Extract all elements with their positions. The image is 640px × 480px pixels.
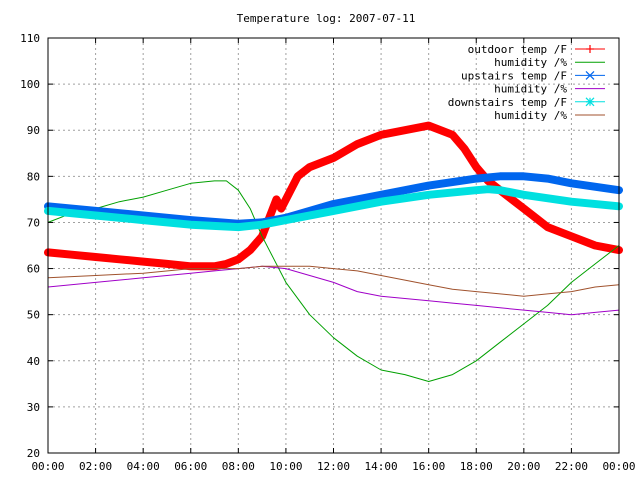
legend-label: humidity /% xyxy=(494,56,567,69)
chart-title: Temperature log: 2007-07-11 xyxy=(237,12,416,25)
legend-label: outdoor temp /F xyxy=(468,43,567,56)
legend-marker xyxy=(585,97,595,107)
grid xyxy=(48,38,619,453)
y-tick-label: 100 xyxy=(20,78,40,91)
y-tick-label: 90 xyxy=(27,124,40,137)
series-line-0 xyxy=(44,121,623,271)
y-tick-label: 20 xyxy=(27,447,40,460)
x-tick-label: 08:00 xyxy=(222,460,255,473)
legend-label: humidity /% xyxy=(494,83,567,96)
x-tick-label: 12:00 xyxy=(317,460,350,473)
y-tick-label: 40 xyxy=(27,355,40,368)
legend-marker xyxy=(585,70,595,80)
legend-label: upstairs temp /F xyxy=(461,69,567,82)
series-line-1 xyxy=(47,180,620,382)
series-line-5 xyxy=(47,265,620,297)
y-tick-label: 80 xyxy=(27,170,40,183)
x-tick-label: 00:00 xyxy=(602,460,635,473)
y-tick-label: 110 xyxy=(20,32,40,45)
series-lines xyxy=(44,121,623,382)
y-tick-label: 70 xyxy=(27,216,40,229)
series-line-4 xyxy=(44,185,623,232)
x-tick-label: 06:00 xyxy=(174,460,207,473)
x-tick-label: 14:00 xyxy=(365,460,398,473)
x-tick-label: 02:00 xyxy=(79,460,112,473)
y-tick-label: 30 xyxy=(27,401,40,414)
x-tick-label: 18:00 xyxy=(460,460,493,473)
x-tick-label: 00:00 xyxy=(31,460,64,473)
x-tick-label: 20:00 xyxy=(507,460,540,473)
y-tick-label: 50 xyxy=(27,309,40,322)
x-tick-label: 04:00 xyxy=(127,460,160,473)
legend-label: humidity /% xyxy=(494,109,567,122)
x-tick-label: 16:00 xyxy=(412,460,445,473)
y-tick-label: 60 xyxy=(27,263,40,276)
x-tick-label: 22:00 xyxy=(555,460,588,473)
x-tick-label: 10:00 xyxy=(269,460,302,473)
axes: 20 30 40 50 60 70 80 90 100 110 00:00 02:00 04:00 06:… xyxy=(20,32,635,473)
series-line-2 xyxy=(44,172,623,228)
series-line-3 xyxy=(47,265,620,316)
legend-label: downstairs temp /F xyxy=(448,96,567,109)
